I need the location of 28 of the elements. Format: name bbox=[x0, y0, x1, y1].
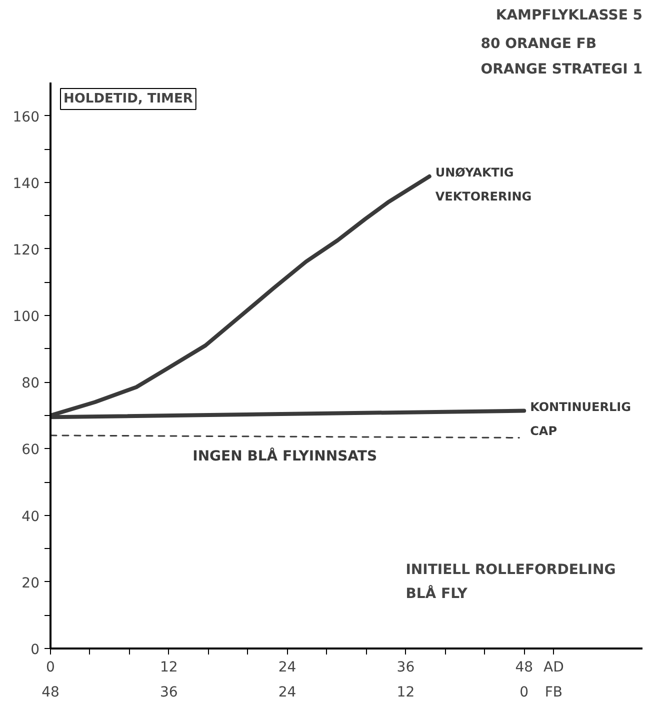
y-tick-label: 60 bbox=[22, 442, 40, 458]
x2-tick-label: 0 bbox=[520, 684, 529, 700]
y-tick-label: 40 bbox=[22, 508, 40, 525]
y-tick-label: 120 bbox=[12, 242, 40, 258]
y-tick-label: 100 bbox=[12, 309, 40, 326]
x-tick-label: 24 bbox=[278, 660, 296, 676]
y-tick-label: 20 bbox=[22, 575, 40, 592]
y-tick-label: 160 bbox=[12, 109, 40, 126]
x2-axis-title: FB bbox=[544, 684, 563, 700]
annotation: INITIELL ROLLEFORDELING BLÅ FLY bbox=[406, 562, 616, 602]
x-tick-label: 12 bbox=[160, 660, 178, 676]
chart-title: KAMPFLYKLASSE 5 bbox=[496, 8, 643, 24]
y-axis-title: HOLDETID, TIMER bbox=[64, 92, 193, 106]
chart-subtitle: 80 ORANGE FB ORANGE STRATEGI 1 bbox=[480, 36, 643, 78]
y-tick-label: 0 bbox=[30, 642, 40, 658]
x-tick-label: 0 bbox=[46, 660, 55, 676]
x-tick-label: 48 bbox=[515, 660, 534, 676]
x2-tick-label: 48 bbox=[42, 684, 60, 700]
series-label: UNØYAKTIG VEKTORERING bbox=[435, 165, 532, 204]
x2-tick-label: 12 bbox=[396, 684, 415, 700]
y-tick-label: 140 bbox=[12, 176, 40, 192]
x-tick-label: 36 bbox=[396, 660, 415, 676]
x2-tick-label: 24 bbox=[278, 684, 296, 700]
series-label: KONTINUERLIG CAP bbox=[530, 400, 631, 438]
y-tick-label: 80 bbox=[22, 376, 40, 392]
series-label: INGEN BLÅ FLYINNSATS bbox=[192, 448, 378, 465]
x-axis-title: AD bbox=[544, 660, 564, 676]
x2-tick-label: 36 bbox=[160, 684, 178, 700]
